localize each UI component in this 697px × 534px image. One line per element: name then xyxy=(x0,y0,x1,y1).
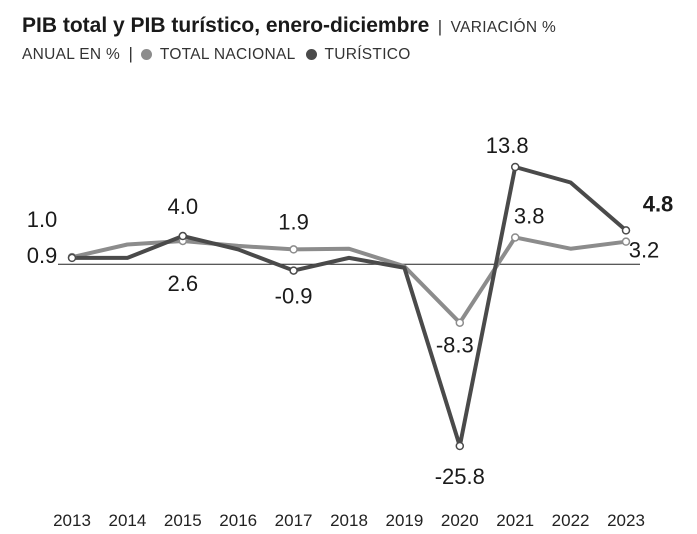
data-point-turistico xyxy=(510,162,520,172)
legend-label-turistico: TURÍSTICO xyxy=(324,46,411,63)
data-label-total: 1.0 xyxy=(27,207,58,232)
x-tick-label: 2017 xyxy=(275,511,313,530)
legend-dot-turistico-icon xyxy=(305,49,317,60)
legend-separator: | xyxy=(128,44,133,63)
data-point-turistico xyxy=(455,441,465,451)
legend-dot-total-icon xyxy=(141,49,153,60)
x-tick-label: 2022 xyxy=(552,511,590,530)
x-tick-label: 2019 xyxy=(385,511,423,530)
header-line-2: ANUAL EN % | TOTAL NACIONAL TURÍSTICO xyxy=(22,44,682,68)
chart-subtitle-part1: VARIACIÓN % xyxy=(450,19,557,36)
x-tick-label: 2021 xyxy=(496,511,534,530)
title-separator: | xyxy=(437,17,443,36)
x-tick-label: 2023 xyxy=(607,511,645,530)
data-label-total: 3.8 xyxy=(514,203,545,228)
data-point-total xyxy=(510,233,520,242)
x-tick-label: 2015 xyxy=(164,511,202,530)
x-tick-label: 2020 xyxy=(441,511,479,530)
x-tick-label: 2016 xyxy=(219,511,257,530)
data-label-turistico: 13.8 xyxy=(486,133,529,158)
series-line-total xyxy=(70,235,628,325)
data-label-turistico: 0.9 xyxy=(27,243,58,268)
x-tick-label: 2018 xyxy=(330,511,368,530)
data-point-total xyxy=(289,245,298,254)
chart-subtitle-part2: ANUAL EN % xyxy=(22,46,121,63)
data-point-turistico xyxy=(178,231,188,241)
data-label-total: 1.9 xyxy=(278,209,309,234)
data-point-turistico xyxy=(621,226,631,235)
data-label-turistico: 4.8 xyxy=(643,191,674,216)
data-point-turistico xyxy=(289,266,298,275)
data-point-total xyxy=(455,318,465,327)
chart-header: PIB total y PIB turístico, enero-diciemb… xyxy=(22,14,682,68)
data-label-turistico: 4.0 xyxy=(168,194,199,219)
legend-label-total: TOTAL NACIONAL xyxy=(159,46,296,63)
data-label-total: 2.6 xyxy=(168,271,199,296)
data-label-turistico: -0.9 xyxy=(275,284,313,309)
data-label-turistico: -25.8 xyxy=(435,464,485,489)
series-line-turistico xyxy=(70,165,628,448)
chart-title: PIB total y PIB turístico, enero-diciemb… xyxy=(22,14,430,37)
data-point-total xyxy=(621,237,631,246)
header-line-1: PIB total y PIB turístico, enero-diciemb… xyxy=(22,14,682,44)
data-label-total: -8.3 xyxy=(436,333,474,358)
data-label-total: 3.2 xyxy=(629,238,660,263)
x-tick-label: 2014 xyxy=(108,511,146,530)
data-point-turistico xyxy=(67,253,77,263)
legend-item-turistico: TURÍSTICO xyxy=(305,46,411,63)
legend-item-total: TOTAL NACIONAL xyxy=(141,46,300,63)
x-tick-label: 2013 xyxy=(53,511,91,530)
